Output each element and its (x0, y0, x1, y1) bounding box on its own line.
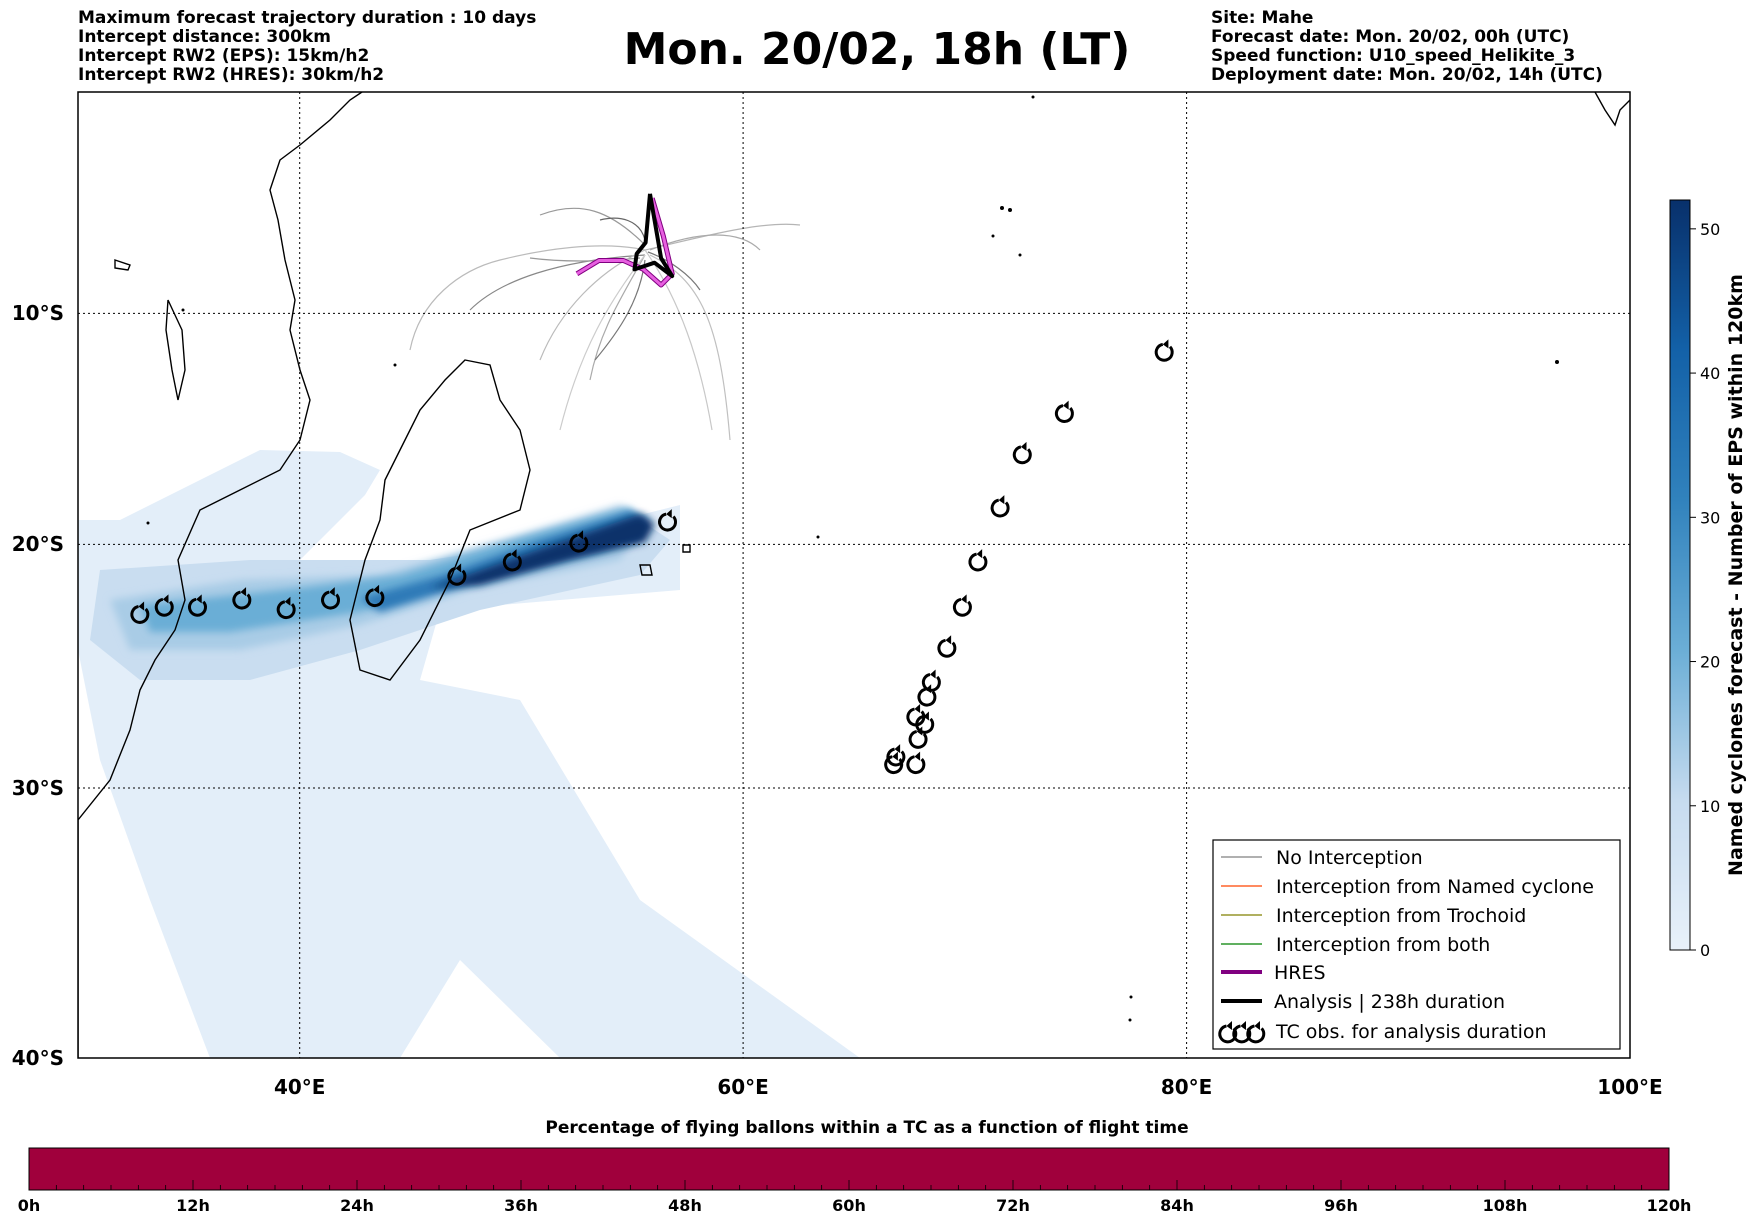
legend-marker-a (1218, 1021, 1238, 1044)
colorbar-tick-label-0: 0 (1700, 941, 1710, 960)
coastlines (78, 92, 1630, 1058)
legend-label-no-interception: No Interception (1276, 847, 1423, 869)
header-line-duration: Maximum forecast trajectory duration : 1… (78, 8, 537, 28)
tc-obs-marker-west-1 (154, 594, 174, 617)
hres-trajectory-highlight (576, 197, 674, 287)
flight-time-tick-label-0: 0h (18, 1196, 41, 1215)
legend: No Interception Interception from Named … (1212, 839, 1621, 1050)
tc-obs-marker-east-6 (937, 635, 957, 658)
tc-obs-marker-west-9 (569, 530, 589, 553)
colorbar-ticks: 0 10 20 30 40 50 (1690, 220, 1720, 960)
header-line-hres: Intercept RW2 (HRES): 30km/h2 (78, 65, 385, 85)
colorbar-tick-label-1: 10 (1700, 797, 1720, 816)
colorbar-gradient (1669, 199, 1691, 951)
tc-obs-marker-west-2 (188, 594, 207, 617)
lat-tick-20: 20°S (12, 532, 64, 556)
lon-tick-60: 60°E (717, 1075, 769, 1099)
legend-box (1212, 839, 1621, 1050)
lat-tick-40: 40°S (12, 1046, 64, 1070)
tc-obs-marker-west-6 (365, 584, 385, 608)
flight-time-tick-label-1: 12h (176, 1196, 210, 1215)
tc-obs-marker-east-0 (1154, 339, 1174, 362)
legend-swatch-tc-obs (1218, 1021, 1266, 1044)
legend-marker-b (1232, 1021, 1252, 1044)
flight-time-tick-label-3: 36h (504, 1196, 538, 1215)
legend-label-trochoid: Interception from Trochoid (1276, 905, 1526, 927)
flight-time-bar: Percentage of flying ballons within a TC… (18, 1118, 1692, 1215)
tc-obs-marker-west-10 (658, 509, 677, 532)
header-site: Site: Mahe (1211, 8, 1314, 28)
tc-obs-marker-west-0 (130, 601, 150, 624)
flight-time-ticks: 0h 12h 24h 36h 48h 60h 72h 84h 96h 108h 120h (18, 1180, 1692, 1215)
header-forecast-date: Forecast date: Mon. 20/02, 00h (UTC) (1211, 27, 1570, 47)
islands (146, 95, 1559, 1022)
lon-tick-100: 100°E (1597, 1075, 1662, 1099)
colorbar-label: Named cyclones forecast - Number of EPS … (1725, 274, 1747, 876)
lon-tick-40: 40°E (274, 1075, 326, 1099)
flight-time-bar-title: Percentage of flying ballons within a TC… (545, 1118, 1188, 1138)
header-speed-function: Speed function: U10_speed_Helikite_3 (1211, 46, 1576, 66)
tc-obs-marker-east-3 (990, 495, 1010, 518)
tc-obs-marker-west-3 (232, 587, 252, 610)
flight-time-tick-label-5: 60h (832, 1196, 866, 1215)
tc-obs-marker-east-12 (906, 751, 926, 775)
colorbar-tick-label-5: 50 (1700, 220, 1720, 239)
tc-obs-marker-west-4 (276, 596, 296, 620)
lat-tick-10: 10°S (12, 301, 64, 325)
flight-time-tick-label-8: 96h (1324, 1196, 1358, 1215)
legend-label-named-cyclone: Interception from Named cyclone (1276, 876, 1594, 898)
axis-labels: 40°E 60°E 80°E 100°E 10°S 20°S 30°S 40°S (12, 301, 1663, 1099)
lon-tick-80: 80°E (1161, 1075, 1213, 1099)
colorbar-tick-label-3: 30 (1700, 508, 1720, 527)
flight-time-tick-label-2: 24h (340, 1196, 374, 1215)
tc-obs-marker-east-4 (968, 549, 988, 572)
legend-marker-c (1246, 1021, 1266, 1044)
grid-lines (78, 92, 1630, 1058)
legend-label-both: Interception from both (1276, 934, 1490, 956)
colorbar: 0 10 20 30 40 50 Named cyclones forecast - Nu… (1669, 199, 1747, 960)
legend-label-hres: HRES (1274, 962, 1326, 984)
page-title: Mon. 20/02, 18h (LT) (623, 24, 1131, 75)
tc-obs-marker-east-5 (952, 594, 972, 617)
tc-obs-marker-east-11 (908, 726, 928, 749)
header-deployment-date: Deployment date: Mon. 20/02, 14h (UTC) (1211, 65, 1603, 85)
tc-obs-marker-east-2 (1012, 441, 1032, 465)
tc-obs-marker-east-14 (886, 744, 906, 767)
tc-obs-marker-west-7 (447, 563, 467, 586)
tc-obs-marker-east-1 (1054, 400, 1074, 424)
tc-obs-marker-west-8 (502, 549, 522, 572)
analysis-trajectory (632, 193, 675, 279)
header-line-distance: Intercept distance: 300km (78, 27, 331, 47)
lat-tick-30: 30°S (12, 776, 64, 800)
legend-label-tc-obs: TC obs. for analysis duration (1275, 1021, 1547, 1043)
legend-label-analysis: Analysis | 238h duration (1274, 991, 1505, 1013)
header-line-eps: Intercept RW2 (EPS): 15km/h2 (78, 46, 370, 66)
colorbar-tick-label-4: 40 (1700, 364, 1720, 383)
flight-time-tick-label-6: 72h (996, 1196, 1030, 1215)
flight-time-tick-label-9: 108h (1483, 1196, 1528, 1215)
tc-obs-marker-east-8 (917, 684, 937, 707)
colorbar-tick-label-2: 20 (1700, 653, 1720, 672)
flight-time-tick-label-10: 120h (1647, 1196, 1692, 1215)
flight-time-tick-label-7: 84h (1160, 1196, 1194, 1215)
map-frame (77, 91, 1631, 1059)
tc-obs-markers (130, 339, 1174, 775)
flight-time-tick-label-4: 48h (668, 1196, 702, 1215)
tc-obs-marker-west-5 (321, 587, 340, 610)
